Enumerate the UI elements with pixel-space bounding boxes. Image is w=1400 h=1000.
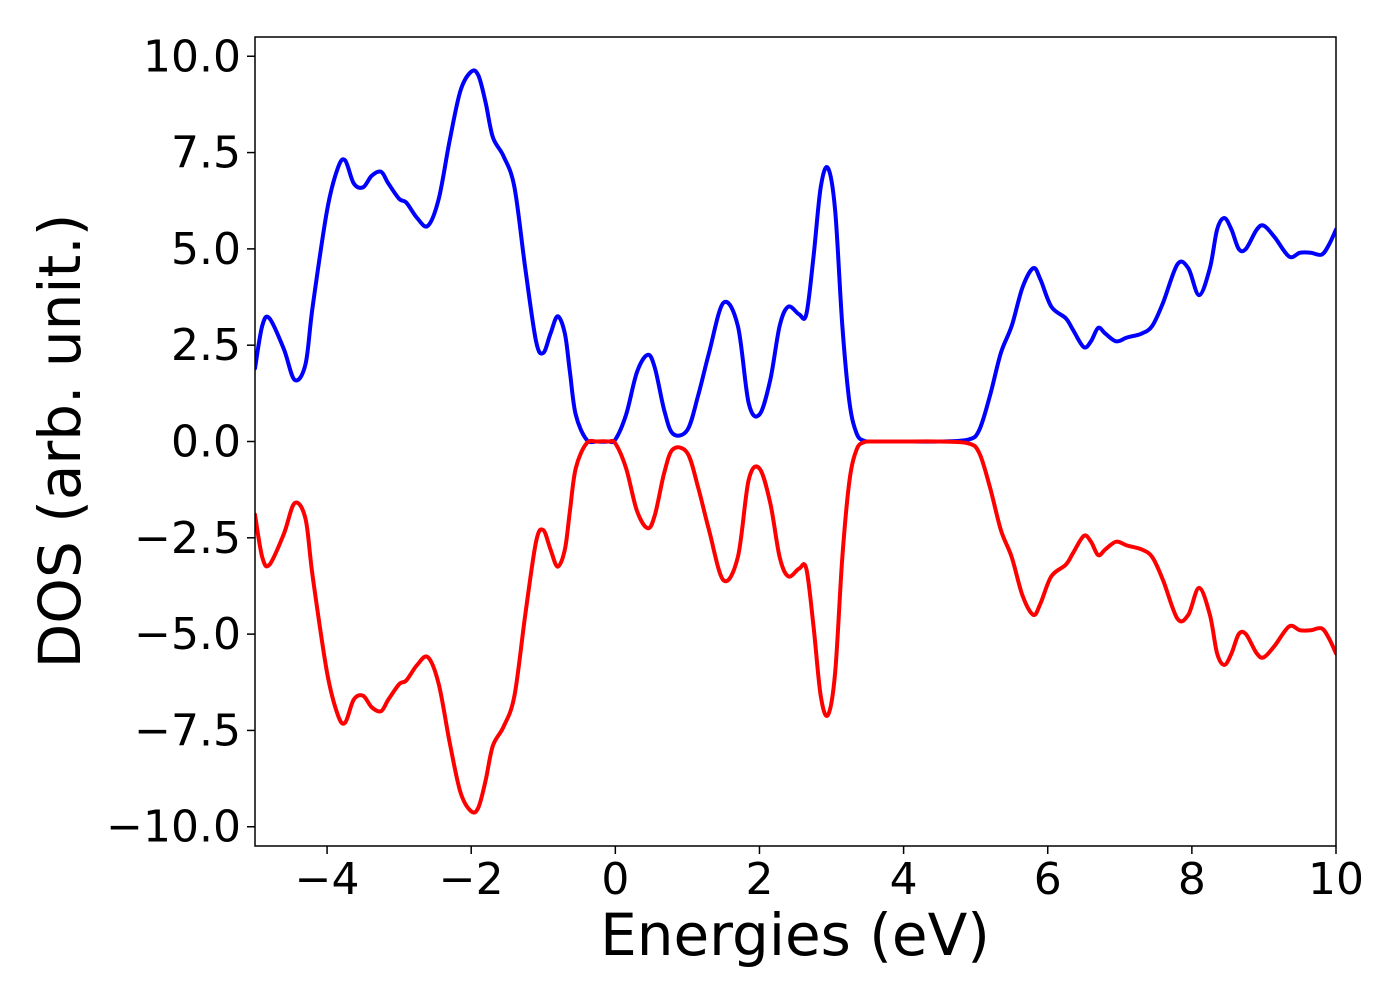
y-tick-label: −10.0: [106, 802, 241, 853]
plot-frame: [254, 36, 1337, 847]
y-axis-title: DOS (arb. unit.): [26, 214, 94, 669]
y-tick-label: 5.0: [171, 224, 241, 275]
series-line-spin-up: [255, 68, 1336, 445]
y-tick-label: −5.0: [134, 609, 241, 660]
x-tick-label: 8: [1178, 854, 1206, 905]
x-axis: −4 −2 0 2 4 6 8 10: [295, 846, 1364, 905]
y-tick-label: 0.0: [171, 417, 241, 468]
y-tick-label: −2.5: [134, 513, 241, 564]
series-line-spin-down: [255, 438, 1336, 815]
x-tick-label: 10: [1308, 854, 1364, 905]
x-tick-label: 6: [1034, 854, 1062, 905]
x-tick-label: −2: [439, 854, 504, 905]
y-tick-label: 7.5: [171, 128, 241, 179]
x-axis-title: Energies (eV): [600, 901, 990, 969]
series-layer: [255, 68, 1336, 815]
y-tick-label: 10.0: [143, 31, 241, 82]
x-tick-label: 2: [745, 854, 773, 905]
y-tick-label: 2.5: [171, 320, 241, 371]
x-tick-label: 4: [890, 854, 918, 905]
x-tick-label: 0: [601, 854, 629, 905]
x-tick-label: −4: [295, 854, 360, 905]
y-axis: 10.0 7.5 5.0 2.5 0.0 −2.5 −5.0 −7.5 −10.0: [106, 31, 255, 853]
y-tick-label: −7.5: [134, 705, 241, 756]
